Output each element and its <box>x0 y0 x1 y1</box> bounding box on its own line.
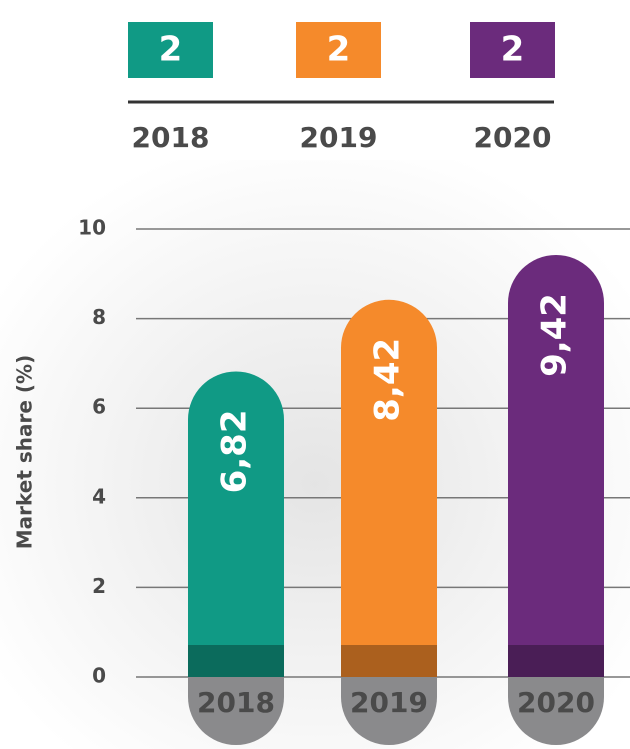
year-box <box>470 22 555 78</box>
box-label: 2 <box>501 30 525 70</box>
value-label: 6,82 <box>215 410 255 494</box>
y-tick-label: 0 <box>92 664 106 688</box>
year-box <box>296 22 381 78</box>
y-axis-label: Market share (%) <box>13 355 37 549</box>
y-tick-label: 4 <box>92 484 106 508</box>
box-label: 2 <box>327 30 351 70</box>
box-label: 2 <box>159 30 183 70</box>
bar-shadow <box>188 645 284 677</box>
bar-shadow <box>341 645 437 677</box>
bar-base <box>188 677 284 745</box>
y-tick-label: 6 <box>92 395 106 419</box>
year-label: 2019 <box>300 121 378 154</box>
x-tick-label: 2020 <box>517 686 595 719</box>
bar <box>508 254 604 678</box>
y-tick-label: 8 <box>92 305 106 329</box>
bar-shadow <box>508 645 604 677</box>
bar-base <box>341 677 437 745</box>
y-tick-label: 2 <box>92 574 106 598</box>
year-label: 2020 <box>474 121 552 154</box>
x-tick-label: 2019 <box>350 686 428 719</box>
year-label: 2018 <box>132 121 210 154</box>
value-label: 9,42 <box>535 293 575 377</box>
value-label: 8,42 <box>368 338 408 422</box>
bar <box>188 371 284 677</box>
x-tick-label: 2018 <box>197 686 275 719</box>
y-tick-label: 10 <box>78 216 106 240</box>
bar-base <box>508 677 604 745</box>
bar <box>341 299 437 677</box>
year-box <box>128 22 213 78</box>
